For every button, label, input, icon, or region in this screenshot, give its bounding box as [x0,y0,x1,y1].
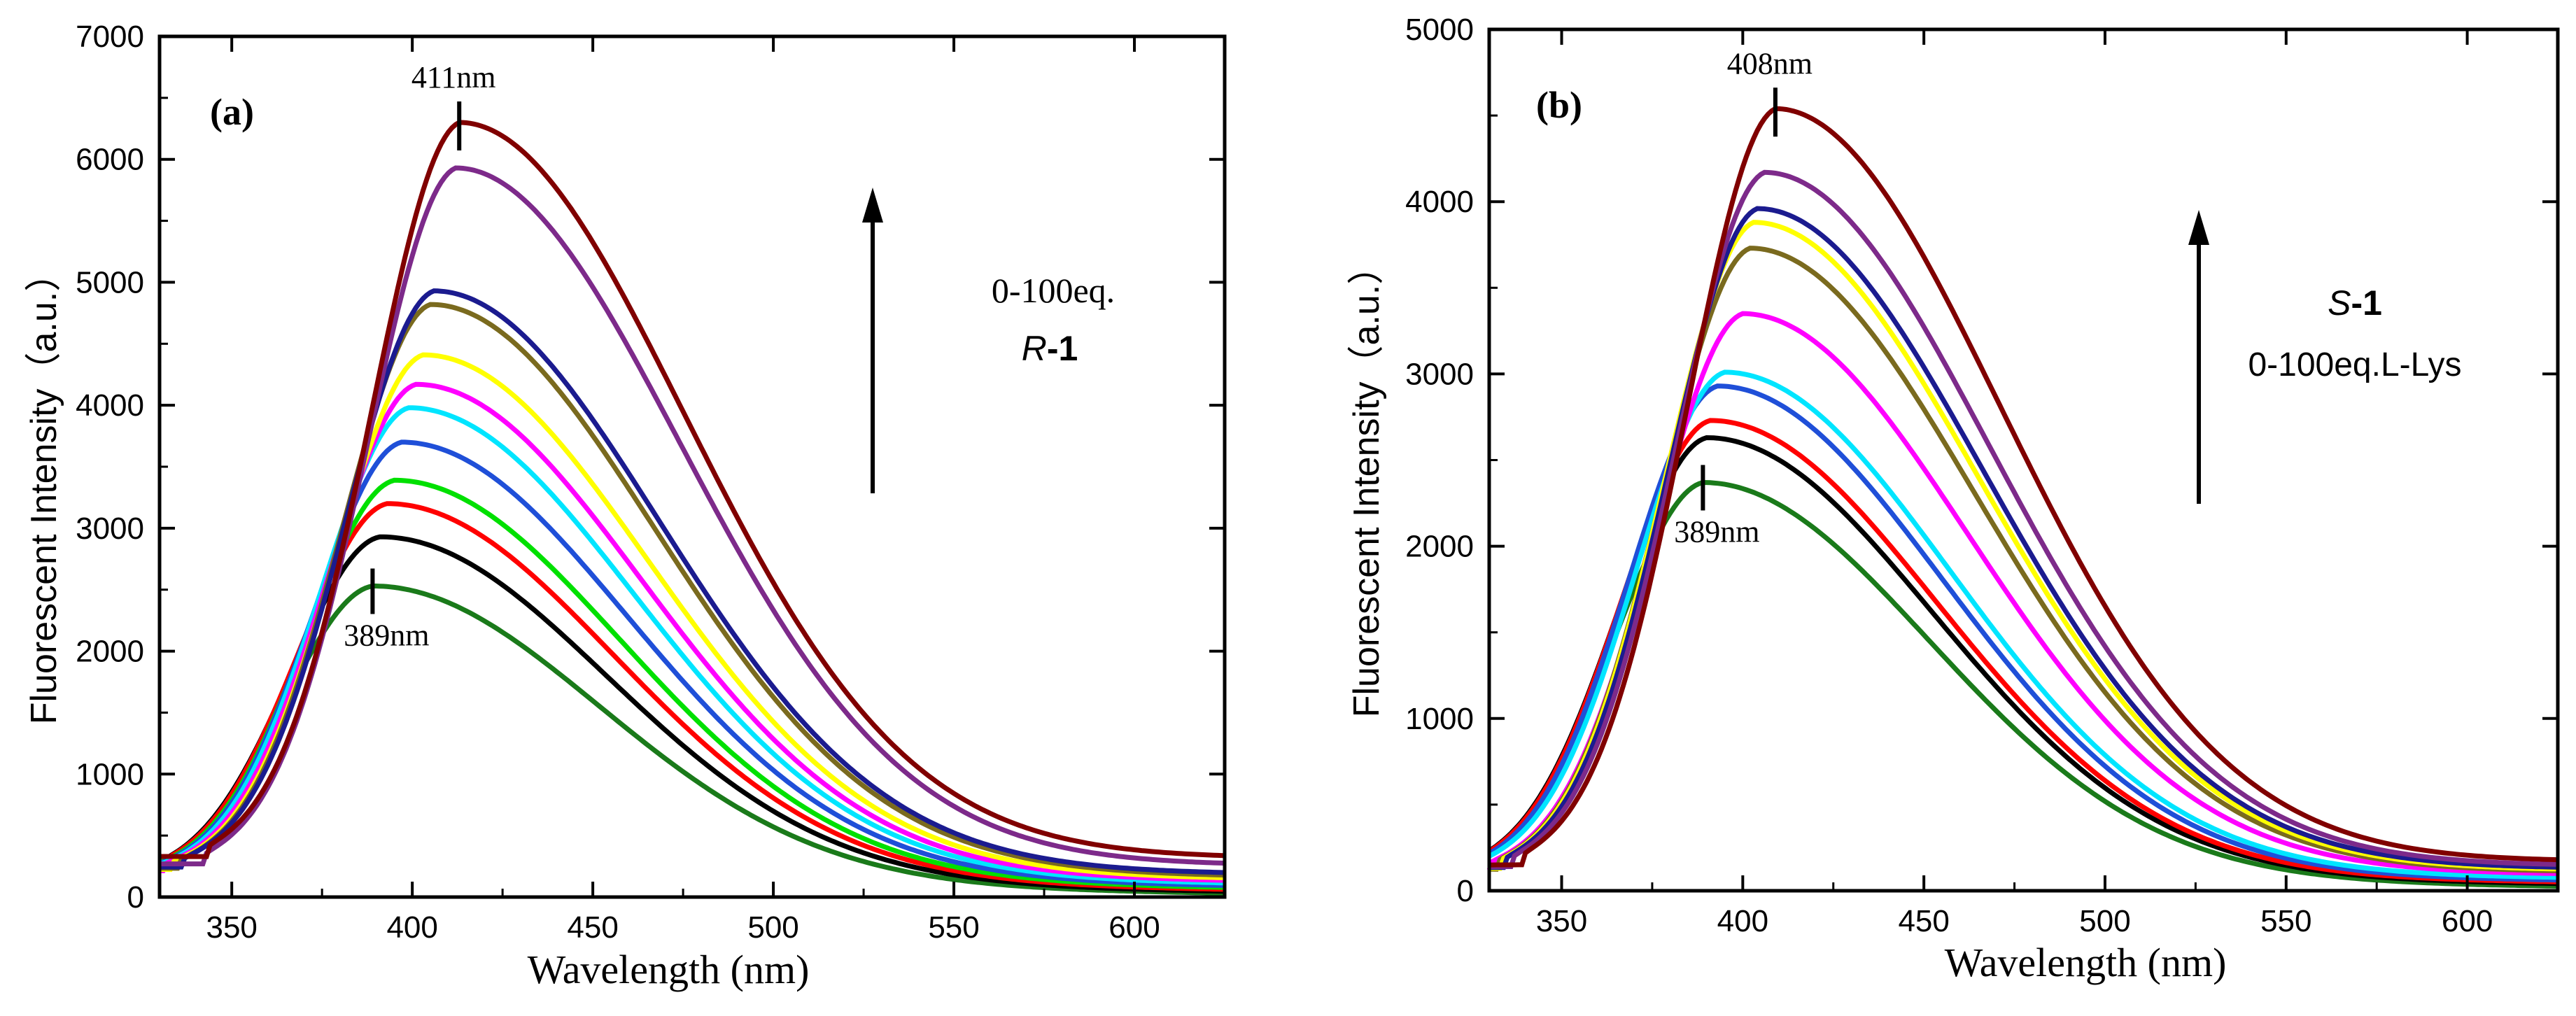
panel-label: (b) [1536,84,1582,126]
series-line-1 [1488,479,2558,889]
y-tick-label: 2000 [1405,530,1474,564]
x-tick-label: 600 [2442,904,2493,938]
x-tick-label: 450 [567,910,618,945]
y-tick-label: 5000 [1405,13,1474,47]
axes: 350 400 450 500 550 6000100020003000400050006… [76,20,1227,945]
series-line-4 [158,477,1225,890]
y-tick-label: 3000 [76,511,144,546]
x-tick-label: 550 [2260,904,2311,938]
compound-bold: -1 [1047,329,1078,368]
series-line-3 [158,501,1225,892]
y-tick-label: 1000 [1405,702,1474,736]
y-tick-label: 0 [1457,874,1474,908]
peak-label-bottom: 389nm [1674,515,1759,549]
series-group [1486,106,2559,889]
arrow-caption-compound: S-1 [2328,283,2382,323]
arrow-caption: 0-100eq. [992,271,1115,310]
compound-bold: -1 [2351,283,2381,323]
plot-frame [1487,27,2560,893]
chart-panel-b: (b) 350 400 450 500 550 600 0 1000 2000 3000 4000 5… [1346,13,2560,985]
series-line-10 [160,288,1225,875]
y-tick-label: 4000 [1405,185,1474,219]
x-tick-label: 400 [1717,904,1768,938]
series-line-12 [160,120,1225,859]
x-axis-label: Wavelength (nm) [528,947,810,992]
chart-panel-a: (a) 350 400 450 500 550 600010002000300040005… [24,20,1227,992]
y-axis-label: Fluorescent Intensity（a.u.） [24,255,64,725]
series-line-3 [1488,418,2559,884]
y-tick-label: 0 [127,880,144,915]
series-line-4 [1488,383,2559,883]
series-line-1 [158,583,1225,896]
x-tick-label: 600 [1108,910,1160,945]
annotations: 408nm 389nm S-1 0-100eq.L-Lys [1674,46,2461,549]
y-tick-label: 7000 [76,20,144,54]
axes: 350 400 450 500 550 600 0 1000 2000 3000 4000 5000 [1405,13,2560,938]
peak-label-top: 408nm [1727,46,1813,80]
x-tick-label: 350 [206,910,257,945]
x-tick-label: 500 [2079,904,2130,938]
x-tick-label: 400 [386,910,437,945]
series-group [158,120,1225,896]
peak-label-top: 411nm [411,60,496,94]
arrow-head [862,188,883,223]
arrow-caption-compound: R-1 [1022,329,1078,368]
x-tick-label: 500 [747,910,798,945]
compound-italic: S [2328,283,2351,323]
y-tick-label: 3000 [1405,357,1474,391]
y-tick-label: 4000 [76,388,144,423]
y-tick-label: 5000 [76,265,144,299]
compound-italic: R [1022,329,1047,368]
x-tick-label: 550 [928,910,979,945]
peak-label-bottom: 389nm [344,618,429,652]
y-tick-label: 2000 [76,635,144,669]
arrow-caption-line2: 0-100eq.L-Lys [2248,346,2461,383]
annotations: 411nm 389nm 0-100eq. R-1 [344,60,1115,652]
y-tick-label: 6000 [76,143,144,177]
x-tick-label: 450 [1898,904,1949,938]
series-line-11 [1489,106,2559,868]
series-line-10 [1489,169,2559,869]
x-axis-label: Wavelength (nm) [1945,940,2227,985]
y-tick-label: 1000 [76,757,144,791]
series-line-7 [159,381,1225,883]
x-tick-label: 350 [1536,904,1587,938]
y-axis-label: Fluorescent Intensity（a.u.） [1346,248,1387,718]
arrow-head [2188,210,2209,245]
arrow-caption-line1: 0-100eq. [992,271,1115,310]
panel-label: (a) [210,91,254,133]
